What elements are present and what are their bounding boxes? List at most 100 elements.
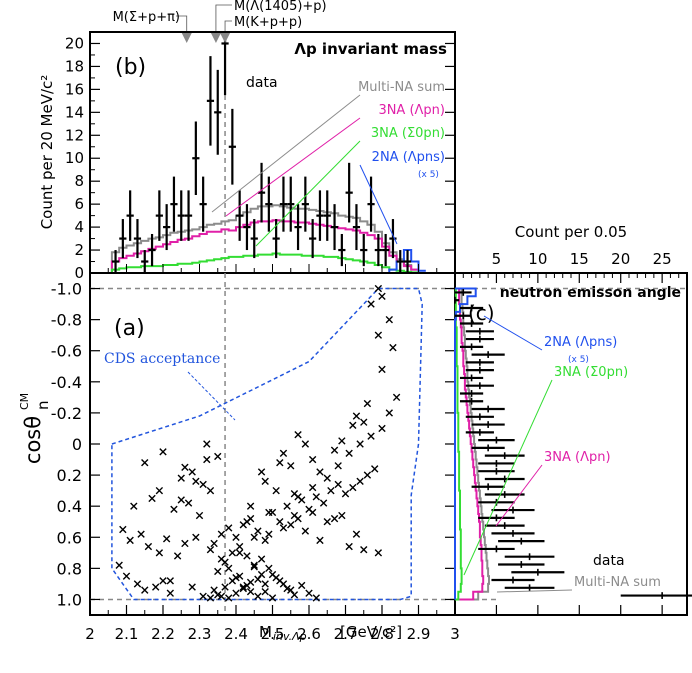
scatter-point [177,474,185,482]
scatter-point [345,449,353,458]
scatter-point [177,496,185,504]
c-legend-pointer [463,379,553,576]
scatter-point [308,455,317,464]
scatter-point [345,542,353,551]
scatter-point [235,542,244,551]
scatter-point [305,589,313,597]
scatter-point [301,527,310,535]
panel-a-xlabel: M inv.Λp [GeV/c²] [259,623,402,643]
scatter-point [261,580,269,588]
scatter-point [254,527,262,535]
scatter-point [235,572,244,580]
panel-c-data-label: data [593,553,625,569]
a-xtick-label: 2.2 [151,625,175,643]
scatter-point [290,490,299,498]
scatter-point [349,421,357,430]
a-ytick-label: -0.6 [51,342,82,361]
scatter-point [352,412,361,420]
a-ytick-label: 0.8 [57,559,82,578]
b-ytick-label: 10 [65,149,84,167]
scatter-point [162,535,171,543]
scatter-point [210,586,218,594]
scatter-point [228,549,237,557]
scatter-point [374,331,383,339]
scatter-point [225,524,233,532]
scatter-point [312,493,320,501]
panel-b-title: Λp invariant mass [294,40,447,58]
panel-b-ylabel: Count per 20 MeV/c² [38,75,56,230]
scatter-point [159,577,167,585]
scatter-point [265,508,273,517]
threshold-marker [181,33,192,43]
threshold-label: M(Σ+p+π) [113,10,180,25]
scatter-point [155,486,164,495]
panel-a-x-ticks: 2 2.1 2.2 2.3 2.4 2.5 2.6 2.7 2.8 2.9 3 [85,605,460,643]
scatter-point [232,589,240,597]
b-legend-label: 3NA (Λpn) [378,103,445,118]
scatter-point [374,284,383,293]
scatter-point [312,594,320,602]
cds-acceptance-label: CDS acceptance [104,351,220,367]
panel-b-data-label: data [246,75,278,91]
scatter-point [141,458,149,467]
b-legend-label: Multi-NA sum [358,80,445,95]
scatter-point [192,533,200,541]
a-xtick-label: 2.3 [188,625,212,643]
a-xtick-label: 3 [450,625,460,643]
scatter-point [363,399,372,408]
scatter-point [170,505,178,513]
c-legend-label: 2NA (Λpns) [544,335,617,350]
scatter-point [279,580,288,588]
panel-a-y-ticks: -1.0 -0.8 -0.6 -0.4 -0.2 0 0.2 0.4 0.6 0.8 1.0 [51,280,455,609]
scatter-point [279,524,288,532]
scatter-point [392,393,401,402]
a-ytick-label: -0.2 [51,404,82,423]
scatter-point [338,437,346,445]
scatter-point [294,430,302,439]
a-xtick-label: 2.1 [115,625,139,643]
b-ytick-label: 16 [65,80,84,98]
threshold-leader [224,20,232,31]
panel-c-title: neutron emisson angle [500,285,681,301]
scatter-point [232,533,240,541]
scatter-point [243,518,251,526]
b-ytick-label: 20 [65,34,84,52]
panel-a-frame [89,272,456,616]
scatter-point [283,502,291,510]
a-ytick-label: 0.6 [57,528,82,547]
b-ytick-label: 14 [65,103,84,121]
scatter-point [126,536,134,545]
scatter-point [250,561,258,569]
scatter-point [385,409,393,417]
scatter-point [166,577,174,585]
a-xtick-label: 2 [85,625,95,643]
a-xtick-label: 2.7 [334,625,358,643]
cds-acceptance-region [111,287,423,601]
scatter-point [144,542,153,551]
a-xtick-label: 2.8 [370,625,394,643]
panel-b-y-ticks: 0 2 4 6 8 10 12 14 16 18 20 [65,34,456,282]
scatter-point [272,573,280,582]
b-legend-label: 3NA (Σ0pn) [371,126,445,141]
panel-a-ylabel-main: cosθ [21,416,45,464]
c-legend-note: (x 5) [568,355,589,365]
scatter-point [316,536,324,545]
scatter-point [265,530,273,538]
threshold-marker [220,33,231,43]
scatter-point [221,583,229,591]
scatter-point [184,499,193,507]
b-legend-pointer [211,94,361,213]
b-ytick-label: 6 [74,195,84,213]
scatter-point [250,533,258,541]
a-ytick-label: -1.0 [51,280,82,299]
scatter-point [225,564,233,573]
scatter-point [360,418,368,426]
panel-a-scatter-points [115,284,401,602]
scatter-point [287,521,295,529]
scatter-point [155,549,164,557]
a-ytick-label: -0.4 [51,373,82,392]
scatter-point [338,511,346,520]
scatter-point [148,494,156,503]
scatter-point [360,546,368,554]
scatter-point [261,536,269,545]
